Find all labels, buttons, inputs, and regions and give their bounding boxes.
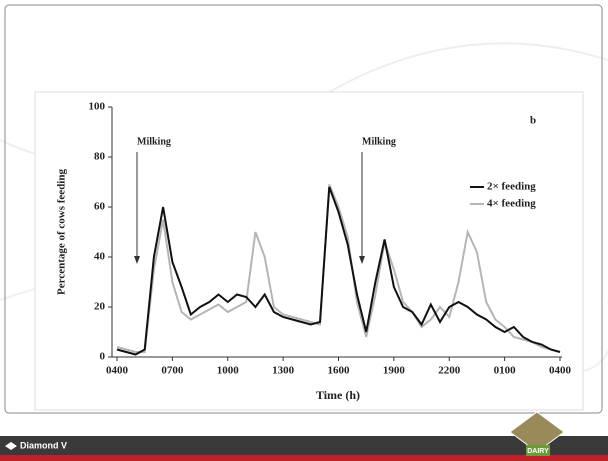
x-tick-label: 0100 [494,365,517,377]
x-tick-label: 1600 [328,365,351,377]
panel-label: b [530,115,536,127]
chart-panel [35,92,583,410]
logo-text: DAIRY [527,448,549,455]
x-tick-label: 1900 [383,365,406,377]
x-tick-label: 2200 [438,365,461,377]
x-tick-label: 1300 [272,365,295,377]
x-tick-label: 1000 [217,365,240,377]
y-tick-label: 100 [89,101,106,113]
y-tick-label: 20 [94,301,106,313]
slide: Diamond V DAIRY Percentage of cows feedi… [0,0,608,461]
x-axis-label: Time (h) [316,388,360,402]
x-tick-label: 0400 [549,365,572,377]
x-tick-label: 0400 [106,365,129,377]
legend-label: 4× feeding [487,198,536,210]
y-tick-label: 60 [94,201,106,213]
y-tick-label: 40 [94,251,106,263]
footer-bar [0,436,608,455]
annotation: Milking [137,136,171,147]
y-tick-label: 80 [94,151,106,163]
y-axis-label: Percentage of cows feeding [56,169,68,295]
y-tick-label: 0 [100,351,106,363]
annotation: Milking [362,136,396,147]
footer-stripe [0,455,608,461]
footer-brand: Diamond V [20,440,67,450]
x-tick-label: 0700 [161,365,184,377]
legend-label: 2× feeding [487,181,536,193]
